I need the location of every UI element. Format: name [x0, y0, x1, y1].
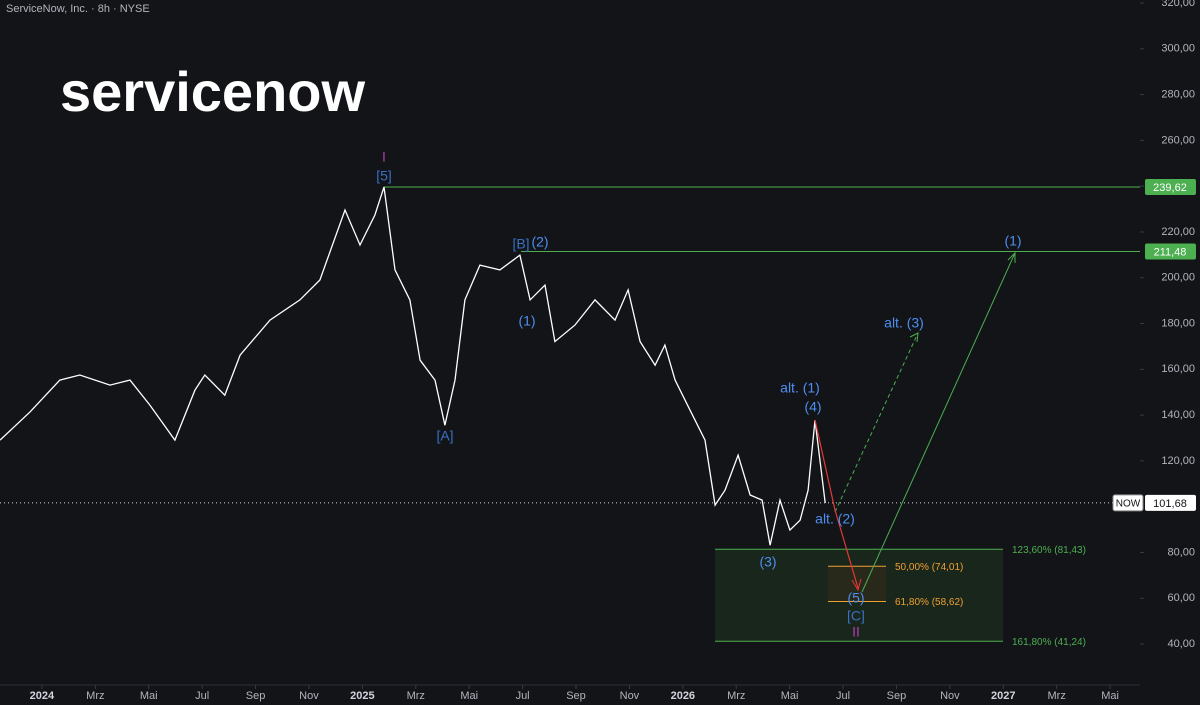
- x-tick-label: Sep: [566, 690, 586, 702]
- y-tick-label: 300,00: [1161, 43, 1195, 55]
- y-tick-label: 140,00: [1161, 409, 1195, 421]
- y-tick-label: 180,00: [1161, 317, 1195, 329]
- wave-label: [B]: [512, 236, 529, 252]
- series-name: NOW: [1116, 498, 1141, 509]
- x-tick-label: Mai: [1101, 690, 1119, 702]
- wave-label: alt. (2): [815, 511, 855, 527]
- projection-up: [861, 252, 1016, 593]
- logo: servicenow: [60, 60, 365, 123]
- wave-label: II: [852, 624, 860, 640]
- wave-label: (2): [531, 234, 548, 250]
- x-tick-label: Mrz: [1048, 690, 1066, 702]
- last-price-label: 101,68: [1153, 498, 1187, 510]
- x-tick-label: Mai: [781, 690, 799, 702]
- fib-label: 123,60% (81,43): [1012, 545, 1086, 556]
- y-tick-label: 260,00: [1161, 134, 1195, 146]
- y-tick-label: 220,00: [1161, 226, 1195, 238]
- y-tick-label: 280,00: [1161, 88, 1195, 100]
- x-tick-label: Mrz: [407, 690, 425, 702]
- wave-label: alt. (3): [884, 315, 924, 331]
- wave-label: (1): [1004, 233, 1021, 249]
- level-tag-label: 211,48: [1154, 246, 1187, 258]
- x-tick-label: 2024: [30, 690, 55, 702]
- level-tag-label: 239,62: [1153, 182, 1187, 194]
- x-tick-label: Nov: [299, 690, 319, 702]
- x-tick-label: Jul: [836, 690, 850, 702]
- level-tag: [1145, 243, 1196, 260]
- wave-label: alt. (1): [780, 380, 820, 396]
- x-tick-label: 2026: [671, 690, 695, 702]
- x-tick-label: Jul: [195, 690, 209, 702]
- x-tick-label: Nov: [940, 690, 960, 702]
- last-price-tag: [1145, 494, 1196, 511]
- fib-label: 61,80% (58,62): [895, 597, 963, 608]
- x-tick-label: Jul: [516, 690, 530, 702]
- x-tick-label: 2025: [350, 690, 374, 702]
- x-tick-label: Sep: [887, 690, 907, 702]
- projection-alt: [834, 332, 919, 513]
- x-tick-label: Nov: [620, 690, 640, 702]
- y-tick-label: 80,00: [1167, 546, 1195, 558]
- x-tick-label: Mrz: [86, 690, 104, 702]
- arrow-head: [851, 578, 862, 592]
- chart-title: ServiceNow, Inc. · 8h · NYSE: [6, 3, 150, 15]
- fib-label: 50,00% (74,01): [895, 562, 963, 573]
- price-line: [0, 186, 826, 546]
- wave-label: (3): [759, 554, 776, 570]
- x-tick-label: Sep: [246, 690, 266, 702]
- y-tick-label: 120,00: [1161, 455, 1195, 467]
- y-tick-label: 40,00: [1167, 638, 1195, 650]
- y-tick-label: 320,00: [1161, 0, 1195, 9]
- x-tick-label: Mai: [460, 690, 478, 702]
- wave-label: (5): [847, 590, 864, 606]
- x-tick-label: 2027: [991, 690, 1015, 702]
- wave-label: (4): [804, 399, 821, 415]
- y-tick-label: 60,00: [1167, 592, 1195, 604]
- wave-label: [A]: [436, 428, 453, 444]
- y-tick-label: 200,00: [1161, 272, 1195, 284]
- arrow-head: [909, 332, 919, 343]
- arrow-head: [1007, 251, 1016, 263]
- level-tag: [1145, 179, 1196, 196]
- projection-main: [814, 419, 859, 589]
- wave-label: [5]: [376, 168, 392, 184]
- fib-label: 161,80% (41,24): [1012, 637, 1086, 648]
- x-tick-label: Mrz: [727, 690, 745, 702]
- y-tick-label: 160,00: [1161, 363, 1195, 375]
- wave-label: [C]: [847, 608, 865, 624]
- wave-label: (1): [518, 313, 535, 329]
- x-tick-label: Mai: [140, 690, 158, 702]
- wave-label: I: [382, 149, 386, 165]
- series-tag: [1112, 494, 1144, 512]
